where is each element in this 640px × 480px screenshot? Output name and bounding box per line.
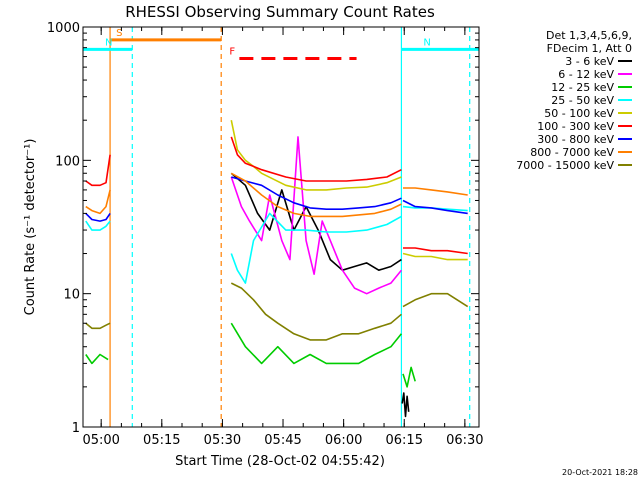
series-line-100-300-kev (85, 154, 111, 187)
series-line-50-100-kev (402, 252, 468, 261)
y-tick-label: 1 (72, 421, 80, 436)
flag-label-f: F (229, 47, 235, 58)
flag-label-n: N (105, 37, 112, 48)
chart-title: RHESSI Observing Summary Count Rates (125, 3, 435, 21)
series-line-12-25-kev (230, 322, 403, 365)
series-line-100-300-kev (230, 136, 402, 182)
series-line-3-6-kev (401, 392, 410, 418)
series-line-100-300-kev (403, 247, 468, 255)
series-line-25-50-kev (230, 212, 402, 284)
legend-header: Det 1,3,4,5,6,9, (546, 29, 632, 42)
x-tick-label: 06:15 (386, 433, 423, 448)
legend-label: 25 - 50 keV (551, 94, 614, 107)
y-tick-label: 10 (63, 288, 80, 303)
series-line-12-25-kev (402, 366, 416, 388)
series-line-25-50-kev (85, 220, 111, 231)
series-line-12-25-kev (85, 353, 109, 365)
legend-label: 7000 - 15000 keV (516, 159, 614, 172)
plot-area (109, 27, 471, 427)
series-line-3-6-kev (230, 172, 402, 272)
plot-frame (82, 26, 480, 428)
series-line-7000-15000-kev (85, 322, 111, 330)
legend-label: 50 - 100 keV (544, 107, 614, 120)
x-tick-label: 05:45 (264, 433, 301, 448)
legend-label: 12 - 25 keV (551, 81, 614, 94)
y-axis: 1 10 100 1000 (47, 21, 479, 436)
series-line-300-800-kev (231, 176, 402, 210)
legend-label: 3 - 6 keV (565, 55, 614, 68)
legend-label: 300 - 800 keV (537, 133, 614, 146)
timestamp: 20-Oct-2021 18:28 (562, 468, 638, 477)
x-tick-label: 06:30 (446, 433, 483, 448)
series-line-50-100-kev (230, 120, 402, 191)
series-line-800-7000-kev (230, 172, 402, 218)
legend-header: FDecim 1, Att 0 (547, 42, 632, 55)
observing-flags: SN NF (83, 28, 479, 61)
legend-label: 6 - 12 keV (558, 68, 614, 81)
series-line-800-7000-kev (85, 189, 111, 215)
series-lines (85, 120, 469, 418)
y-tick-label: 1000 (47, 21, 80, 36)
series-line-300-800-kev (85, 212, 111, 222)
x-tick-label: 05:15 (143, 433, 180, 448)
x-axis-label: Start Time (28-Oct-02 04:55:42) (175, 454, 385, 469)
series-line-7000-15000-kev (402, 292, 469, 308)
series-line-7000-15000-kev (230, 282, 402, 341)
y-axis-label: Count Rate (s⁻¹ detector⁻¹) (23, 139, 38, 316)
x-axis: 05:00 05:15 05:30 05:45 06:00 06:15 06:30 (82, 27, 484, 448)
x-tick-label: 06:00 (325, 433, 362, 448)
series-line-6-12-kev (230, 136, 403, 295)
series-line-800-7000-kev (403, 187, 468, 196)
flag-label-n: N (423, 37, 430, 48)
legend-label: 100 - 300 keV (537, 120, 614, 133)
x-tick-label: 05:30 (204, 433, 241, 448)
legend-label: 800 - 7000 keV (530, 146, 614, 159)
legend: Det 1,3,4,5,6,9,FDecim 1, Att 03 - 6 keV… (516, 29, 632, 172)
flag-label-s: S (116, 28, 122, 39)
y-tick-label: 100 (55, 154, 80, 169)
series-line-300-800-kev (402, 199, 468, 215)
x-tick-label: 05:00 (82, 433, 119, 448)
